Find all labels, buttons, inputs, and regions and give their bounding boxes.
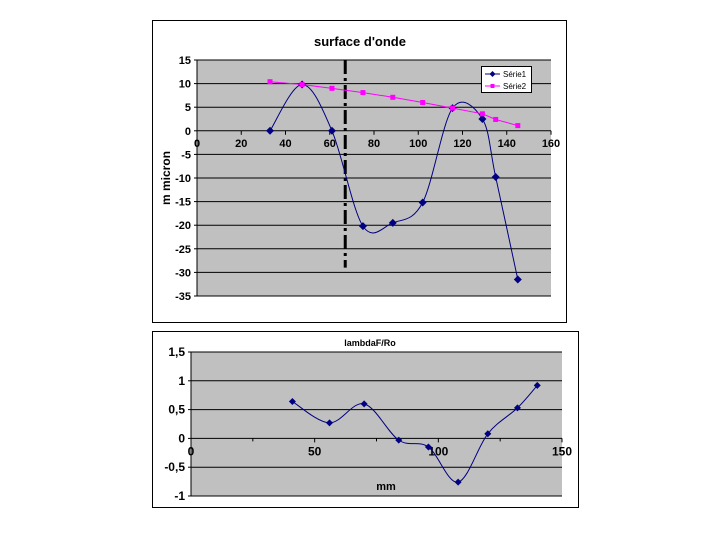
chart2-x-axis-label: mm bbox=[376, 481, 396, 493]
chart1-series1-point bbox=[388, 218, 397, 227]
chart1-series2-point bbox=[299, 82, 305, 88]
chart1-y-tick-label: 15 bbox=[179, 55, 191, 67]
chart1-x-tick-label: 40 bbox=[279, 138, 291, 150]
chart1-y-tick-label: -25 bbox=[175, 244, 191, 256]
legend-serie2-label: Série2 bbox=[503, 82, 527, 91]
chart2-series1-point bbox=[288, 398, 296, 406]
chart1-x-tick-label: 20 bbox=[235, 138, 247, 150]
chart1-y-tick-label: -35 bbox=[175, 291, 191, 303]
legend-serie1-label: Série1 bbox=[503, 70, 527, 79]
chart1-x-tick-label: 80 bbox=[368, 138, 380, 150]
chart1-legend: Série1 Série2 bbox=[481, 66, 532, 93]
chart1-series1-point bbox=[266, 126, 275, 135]
chart2-series1-point bbox=[424, 443, 432, 451]
chart1-x-tick-label: 160 bbox=[542, 138, 560, 150]
chart1-y-tick-label: -15 bbox=[175, 197, 191, 209]
chart2-series1-point bbox=[533, 381, 541, 389]
chart1-y-tick-label: 5 bbox=[185, 102, 191, 114]
chart1-x-tick-label: 0 bbox=[194, 138, 200, 150]
chart1-series1-point bbox=[327, 126, 336, 135]
chart2-y-tick-label: 1 bbox=[178, 374, 185, 388]
chart1-series2-point bbox=[493, 116, 499, 122]
chart1-series2-point bbox=[420, 99, 426, 105]
chart1-series1-line bbox=[269, 84, 519, 280]
chart2-y-tick-label: 0 bbox=[178, 431, 185, 445]
chart1-series2-line bbox=[269, 81, 518, 127]
chart1-y-axis-label: m micron bbox=[159, 151, 173, 205]
chart1-series1-point bbox=[418, 198, 427, 207]
legend-box bbox=[481, 66, 532, 93]
chart1-y-tick-label: 10 bbox=[179, 79, 191, 91]
chart2-y-tick-label: 0,5 bbox=[168, 403, 185, 417]
chart1-series2-point bbox=[479, 111, 485, 117]
chart1-series1-point bbox=[491, 173, 500, 182]
chart1-y-tick-label: -5 bbox=[181, 149, 191, 161]
chart2-plot-area bbox=[191, 352, 562, 496]
legend-serie2-marker bbox=[490, 84, 495, 88]
chart1-series1-point bbox=[478, 115, 487, 123]
chart2-series1-point bbox=[360, 400, 368, 408]
chart2-series1-point bbox=[395, 436, 403, 444]
chart2-series1-point bbox=[454, 478, 462, 486]
chart1-y-tick-label: -30 bbox=[175, 267, 191, 279]
chart1-series2-point bbox=[329, 85, 335, 91]
chart1-x-tick-label: 140 bbox=[498, 138, 516, 150]
chart1-x-tick-label: 100 bbox=[409, 138, 427, 150]
chart2-x-tick-label: 150 bbox=[552, 444, 572, 458]
chart1-series2-point bbox=[267, 79, 273, 85]
chart2-series1-point bbox=[484, 430, 492, 438]
chart2-series1-point bbox=[513, 404, 521, 412]
chart2-y-tick-label: -0,5 bbox=[164, 460, 185, 474]
chart2-x-tick-label: 50 bbox=[308, 444, 322, 458]
chart1-series2-point bbox=[515, 123, 521, 129]
chart2-x-tick-label: 0 bbox=[188, 444, 195, 458]
chart2-title: lambdaF/Ro bbox=[344, 338, 396, 348]
lambda-chart: 1,510,50-0,5-10 50 100 150 lambdaF/Ro mm bbox=[152, 331, 579, 508]
chart1-series1-point bbox=[513, 275, 522, 284]
chart1-y-tick-label: 0 bbox=[185, 126, 191, 138]
chart1-title: surface d'onde bbox=[314, 34, 406, 49]
chart1-y-tick-label: -10 bbox=[175, 173, 191, 185]
legend-serie1-marker bbox=[489, 71, 496, 77]
chart2-y-tick-label: 1,5 bbox=[168, 345, 185, 359]
chart1-x-tick-label: 120 bbox=[453, 138, 471, 150]
chart1-series2-point bbox=[360, 90, 366, 96]
chart1-x-tick-label: 60 bbox=[324, 138, 336, 150]
chart2-x-tick-label: 100 bbox=[428, 444, 448, 458]
chart1-series2-point bbox=[390, 94, 396, 100]
chart1-series1-point bbox=[358, 222, 367, 231]
chart2-y-tick-label: -1 bbox=[174, 489, 185, 503]
chart2-series1-point bbox=[326, 419, 334, 427]
chart1-series2-point bbox=[450, 105, 456, 111]
chart1-y-tick-label: -20 bbox=[175, 220, 191, 232]
